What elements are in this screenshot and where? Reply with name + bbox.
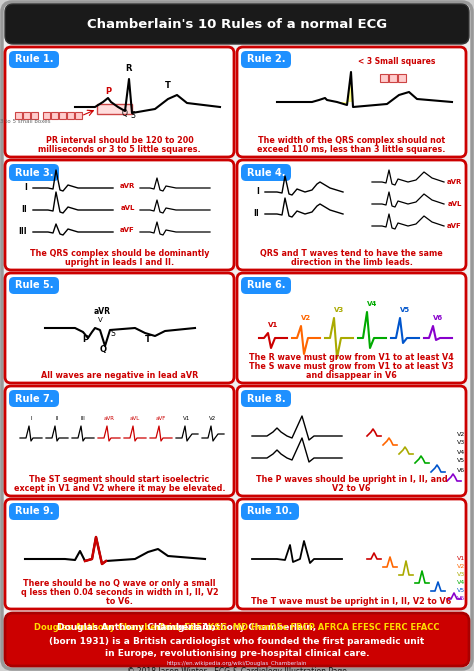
Text: QRS and T waves tend to have the same: QRS and T waves tend to have the same (260, 249, 443, 258)
Text: q less then 0.04 seconds in width in I, II, V2: q less then 0.04 seconds in width in I, … (21, 588, 219, 597)
Text: Rule 7.: Rule 7. (15, 393, 53, 403)
Text: Rule 2.: Rule 2. (247, 54, 285, 64)
Text: T: T (145, 335, 151, 344)
Text: Douglas Anthony Chamberlain, CBE  KSG  MD HonDSc FRCP AFRCA EFESC FERC EFACC: Douglas Anthony Chamberlain, CBE KSG MD … (34, 623, 440, 631)
Text: upright in leads I and II.: upright in leads I and II. (65, 258, 174, 267)
Text: © 2018 Jason Winter - ECG & Cardiology Illustration Page: © 2018 Jason Winter - ECG & Cardiology I… (127, 666, 347, 671)
Text: Rule 1.: Rule 1. (15, 54, 53, 64)
Text: V2: V2 (210, 416, 217, 421)
Text: V: V (98, 317, 102, 323)
Bar (43, 112, 50, 119)
Text: V6: V6 (457, 468, 465, 472)
FancyBboxPatch shape (237, 499, 466, 609)
FancyBboxPatch shape (237, 160, 466, 270)
Text: aVL: aVL (447, 201, 462, 207)
Bar (59, 112, 66, 119)
Bar (23, 112, 30, 119)
Text: aVL: aVL (130, 416, 140, 421)
Text: P: P (105, 87, 111, 96)
Text: I: I (30, 416, 32, 421)
Text: < 3 Small squares: < 3 Small squares (358, 57, 436, 66)
FancyBboxPatch shape (5, 613, 469, 666)
Bar (75, 112, 82, 119)
Text: The QRS complex should be dominantly: The QRS complex should be dominantly (30, 249, 209, 258)
Text: and disappear in V6: and disappear in V6 (306, 371, 397, 380)
Bar (51, 112, 58, 119)
Text: aVF: aVF (120, 227, 135, 233)
Text: V5: V5 (457, 588, 465, 592)
Text: II: II (21, 205, 27, 215)
Text: aVL: aVL (120, 205, 135, 211)
FancyBboxPatch shape (5, 47, 234, 157)
FancyBboxPatch shape (241, 51, 291, 68)
FancyBboxPatch shape (5, 160, 234, 270)
Bar (67, 112, 74, 119)
Text: https://en.wikipedia.org/wiki/Douglas_Chamberlain: https://en.wikipedia.org/wiki/Douglas_Ch… (167, 660, 307, 666)
Bar (389, 74, 397, 82)
Text: The P waves should be upright in I, II, and: The P waves should be upright in I, II, … (255, 475, 447, 484)
Text: II: II (55, 416, 59, 421)
FancyBboxPatch shape (241, 277, 291, 294)
FancyBboxPatch shape (241, 503, 299, 520)
Text: The ST segment should start isoelectric: The ST segment should start isoelectric (29, 475, 210, 484)
Text: V3: V3 (334, 307, 344, 313)
Text: S: S (131, 111, 136, 120)
Text: V1: V1 (268, 322, 278, 328)
Text: Q: Q (122, 109, 128, 118)
Text: All waves are negative in lead aVR: All waves are negative in lead aVR (41, 371, 198, 380)
Bar (398, 74, 406, 82)
Text: S: S (110, 329, 115, 338)
FancyBboxPatch shape (241, 390, 291, 407)
Text: Rule 3.: Rule 3. (15, 168, 53, 178)
FancyBboxPatch shape (237, 386, 466, 496)
Text: V2: V2 (457, 431, 465, 437)
Text: The R wave must grow from V1 to at least V4: The R wave must grow from V1 to at least… (249, 353, 454, 362)
Text: The S wave must grow from V1 to at least V3: The S wave must grow from V1 to at least… (249, 362, 454, 371)
Bar (380, 74, 388, 82)
Text: aVR: aVR (119, 183, 135, 189)
FancyBboxPatch shape (9, 390, 59, 407)
Text: exceed 110 ms, less than 3 little squares.: exceed 110 ms, less than 3 little square… (257, 145, 446, 154)
Text: V6: V6 (457, 595, 465, 601)
Text: V6: V6 (433, 315, 443, 321)
Text: except in V1 and V2 where it may be elevated.: except in V1 and V2 where it may be elev… (14, 484, 225, 493)
Text: V5: V5 (457, 458, 465, 464)
FancyBboxPatch shape (241, 164, 291, 181)
Text: to V6.: to V6. (106, 597, 133, 606)
Text: aVR: aVR (93, 307, 110, 316)
Text: Douglas Anthony Chamberlain,: Douglas Anthony Chamberlain, (57, 623, 215, 631)
Text: I: I (24, 183, 27, 193)
FancyBboxPatch shape (5, 4, 469, 44)
Text: I: I (256, 187, 259, 197)
Text: R: R (126, 64, 132, 73)
Text: milliseconds or 3 to 5 little squares.: milliseconds or 3 to 5 little squares. (38, 145, 201, 154)
Text: II: II (253, 209, 259, 219)
FancyBboxPatch shape (5, 386, 234, 496)
Polygon shape (337, 72, 353, 107)
Text: V4: V4 (457, 580, 465, 584)
FancyBboxPatch shape (237, 273, 466, 383)
Text: T: T (165, 81, 171, 90)
Text: III: III (81, 416, 85, 421)
Text: Douglas Anthony Chamberlain,: Douglas Anthony Chamberlain, (158, 623, 316, 631)
Text: Chamberlain's 10 Rules of a normal ECG: Chamberlain's 10 Rules of a normal ECG (87, 17, 387, 30)
Bar (15, 112, 22, 119)
Text: V1: V1 (457, 556, 465, 560)
FancyBboxPatch shape (237, 47, 466, 157)
FancyBboxPatch shape (9, 164, 59, 181)
Text: V2: V2 (457, 564, 465, 568)
Text: V4: V4 (367, 301, 377, 307)
Text: aVF: aVF (156, 416, 166, 421)
Text: V3: V3 (457, 572, 465, 576)
Text: (born 1931) is a British cardiologist who founded the first paramedic unit: (born 1931) is a British cardiologist wh… (49, 637, 425, 646)
Text: Rule 10.: Rule 10. (247, 507, 292, 517)
Bar (97, 104, 132, 114)
Text: There should be no Q wave or only a small: There should be no Q wave or only a smal… (23, 579, 216, 588)
Text: aVR: aVR (447, 179, 462, 185)
Text: V1: V1 (183, 416, 191, 421)
Text: The T wave must be upright in I, II, V2 to V6: The T wave must be upright in I, II, V2 … (251, 597, 452, 606)
Text: Douglas Anthony Chamberlain, CBE  KSG  MD HonDSc FRCP AFRCA EFESC FERC EFACC: Douglas Anthony Chamberlain, CBE KSG MD … (34, 623, 440, 631)
FancyBboxPatch shape (5, 499, 234, 609)
Text: Rule 9.: Rule 9. (15, 507, 53, 517)
